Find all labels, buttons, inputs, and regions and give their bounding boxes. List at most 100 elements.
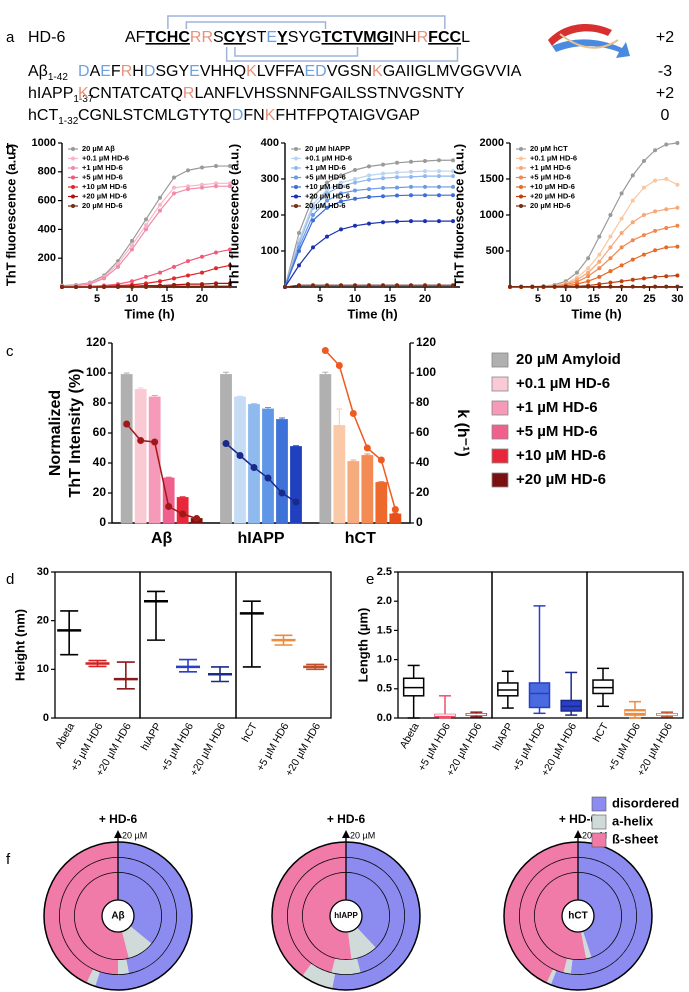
rate-point (321, 347, 329, 354)
series-line (284, 220, 453, 288)
x-tick-label: hIAPP (237, 530, 284, 547)
data-point (552, 284, 557, 289)
peptide-name-text: hCT (28, 107, 58, 124)
rate-point (363, 444, 371, 452)
panel-label: d (6, 571, 14, 588)
sequence-segment: CNTATCATQ (89, 85, 183, 102)
x-tick-label: 10 (349, 293, 361, 305)
legend-marker (519, 156, 523, 161)
rate-point (292, 498, 300, 506)
donut-segment (546, 969, 557, 985)
data-point (130, 243, 134, 248)
net-charge: -3 (658, 63, 672, 80)
y-axis-title: Length (µm) (355, 608, 370, 683)
data-point (586, 266, 591, 271)
peptide-name: Aβ1-42 (28, 63, 68, 83)
data-point (297, 231, 301, 235)
bar (389, 513, 402, 524)
data-point (130, 238, 134, 243)
data-point (186, 273, 190, 278)
data-point (353, 223, 357, 228)
data-point (339, 199, 343, 204)
legend-marker (519, 147, 523, 151)
data-point (653, 178, 658, 183)
data-point (381, 220, 385, 225)
y2-tick-label: 60 (416, 425, 430, 439)
panel-label: b (6, 141, 14, 158)
peptide-subscript: 1-37 (73, 94, 93, 105)
plot-frame (586, 571, 684, 719)
error-bar (364, 453, 371, 456)
y-tick-label: 60 (93, 425, 107, 439)
data-point (641, 159, 646, 163)
legend-marker (294, 204, 298, 208)
legend-label: +20 µM HD-6 (82, 191, 127, 200)
bar (176, 497, 189, 524)
donut-segment (118, 959, 130, 975)
data-point (158, 284, 162, 289)
error-bar (350, 459, 357, 462)
x-axis-title: Time (h) (347, 306, 397, 321)
box (592, 679, 614, 695)
data-point (586, 270, 591, 275)
x-tick-label: 15 (588, 293, 600, 305)
data-point (158, 195, 162, 200)
peptide-subscript: 1-42 (48, 72, 68, 83)
donut-segment (346, 872, 391, 949)
x-tick-label: Aβ (151, 530, 173, 547)
box (528, 682, 551, 709)
panel-label: c (6, 343, 14, 360)
sequence-segment: E (189, 63, 200, 80)
donut-segment (118, 857, 178, 974)
data-point (325, 198, 329, 203)
legend-label: 20 µM hIAPP (305, 144, 350, 153)
net-charge: 0 (661, 107, 670, 124)
legend-label: +1 µM HD-6 (82, 163, 123, 172)
y-tick-label: 0.5 (377, 683, 392, 695)
donut-annotation: + HD-6 (99, 812, 138, 826)
data-point (437, 193, 441, 198)
sequence-segment: VGSN (327, 63, 372, 80)
error-bar (322, 371, 329, 375)
data-point (608, 284, 613, 289)
legend-marker (71, 166, 75, 170)
y-tick-label: 2.0 (377, 595, 392, 607)
legend-label: +5 µM HD-6 (530, 172, 571, 181)
data-point (541, 284, 546, 289)
error-bar (336, 408, 343, 426)
y-tick-label: 2.5 (377, 566, 392, 578)
data-point (630, 257, 635, 262)
data-point (200, 270, 204, 275)
rate-point (165, 503, 173, 510)
x-tick-label: Abeta (53, 721, 77, 751)
data-point (130, 285, 134, 289)
data-point (409, 159, 413, 164)
data-point (574, 284, 579, 289)
donut-segment (59, 857, 118, 975)
error-bar (265, 407, 271, 409)
y-axis-title: Normalized (47, 390, 64, 476)
disulfide-bridge (225, 47, 459, 62)
rate-point (236, 452, 244, 459)
data-point (144, 285, 148, 289)
data-point (451, 193, 455, 198)
data-point (381, 186, 385, 190)
sequence-segment: CGNLSTCMLGTYTQ (78, 107, 232, 124)
data-point (423, 174, 427, 179)
x-tick-label: +5 µM HD6 (606, 721, 643, 774)
y-tick-label: 20 (93, 485, 107, 499)
ring-label: 20 µM (122, 830, 147, 840)
bar (333, 425, 346, 524)
y-tick-label: 200 (38, 252, 56, 264)
donut-segment (287, 857, 346, 974)
data-point (597, 259, 602, 264)
legend-label: 20 µM HD-6 (530, 201, 571, 210)
legend-swatch (591, 832, 607, 848)
legend-marker (294, 166, 298, 170)
data-point (88, 285, 92, 289)
data-point (228, 281, 232, 286)
sequence-segment: SGY (155, 63, 189, 80)
data-point (395, 193, 399, 198)
data-point (339, 173, 343, 178)
rate-point (179, 510, 187, 518)
